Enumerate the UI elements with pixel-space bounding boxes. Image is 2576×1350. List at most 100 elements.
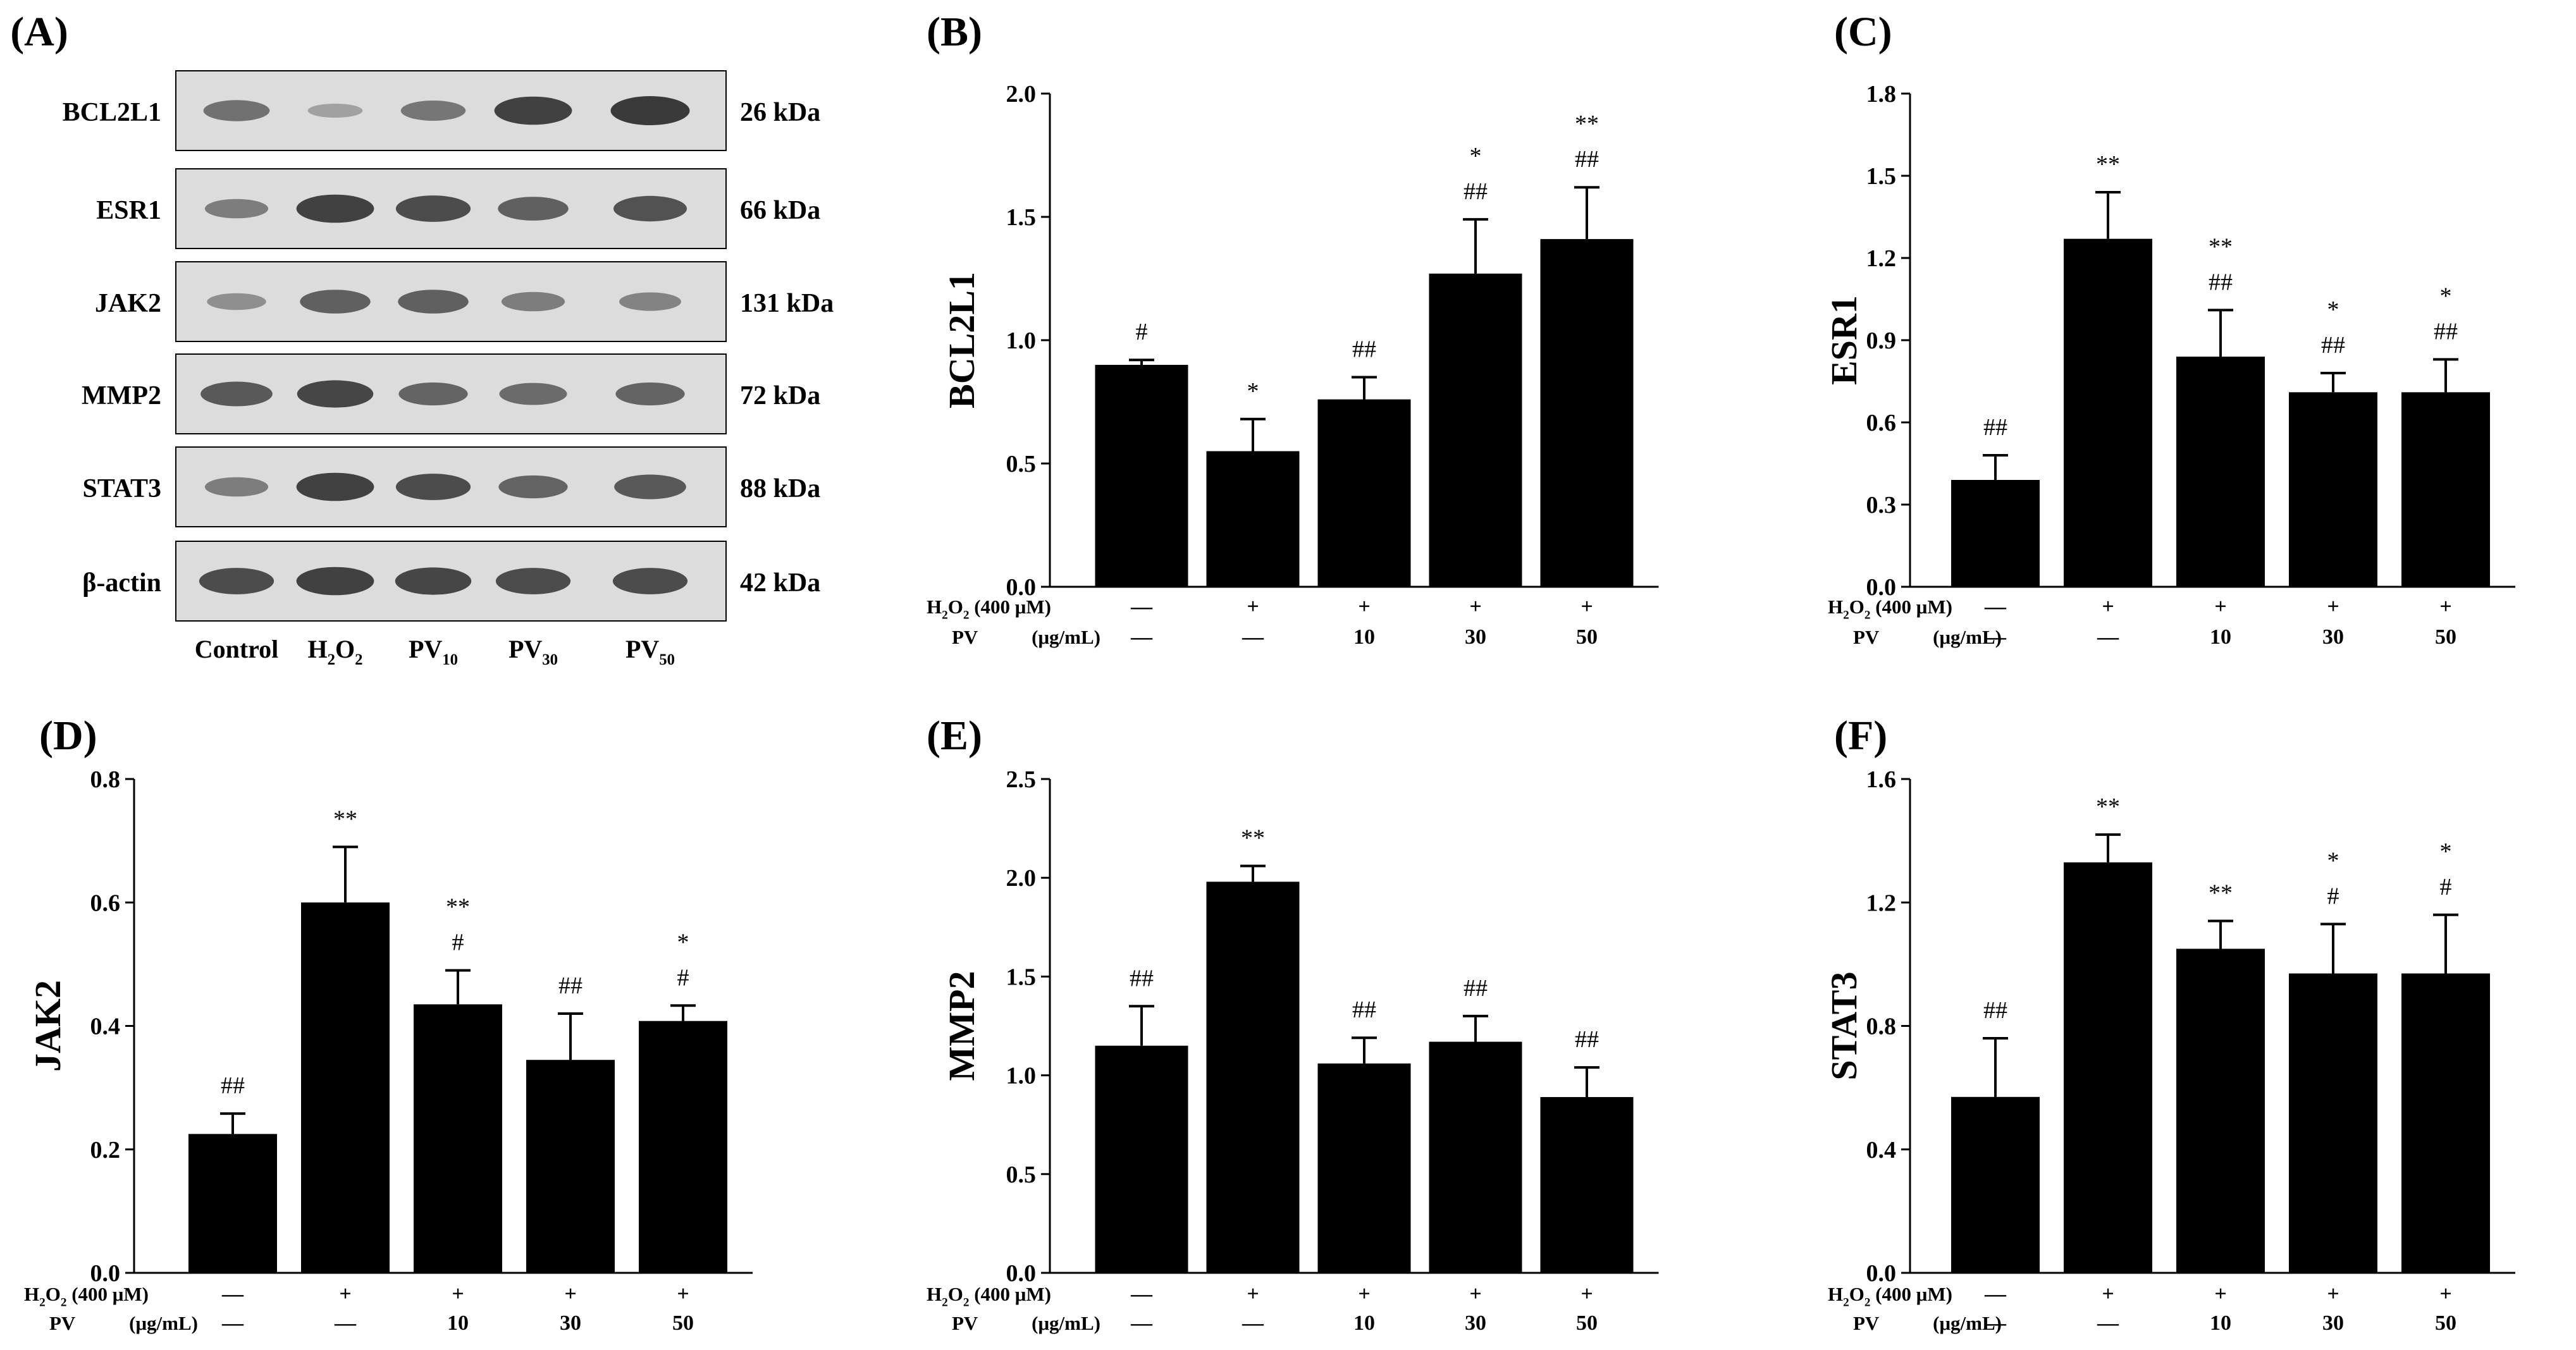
sig-label: ## (1575, 1026, 1599, 1053)
blot-row: JAK2 131 kDa (95, 261, 834, 342)
pv-cell: 30 (1465, 625, 1486, 649)
pv-cell: — (334, 1311, 357, 1335)
h2o2-cell: — (221, 1282, 244, 1306)
blot-band (498, 197, 569, 221)
pv-units-label: (μg/mL) (1933, 1312, 2002, 1334)
blot-band (499, 383, 567, 405)
y-tick-label: 1.5 (1866, 163, 1897, 190)
bar (2401, 973, 2490, 1273)
h2o2-row-label-part: 2 (61, 1296, 67, 1310)
blot-band (619, 292, 681, 311)
h2o2-cell: + (564, 1282, 576, 1306)
sig-label: ** (2096, 794, 2120, 820)
panel-letter: (E) (927, 713, 982, 759)
bar (1951, 480, 2040, 587)
h2o2-row-label-part: 2 (39, 1296, 46, 1310)
sig-label: ## (1352, 997, 1376, 1023)
protein-label: ESR1 (96, 196, 161, 225)
bar (639, 1021, 727, 1273)
y-tick-label: 0.5 (1006, 451, 1037, 477)
panel-letter: (B) (927, 9, 982, 55)
bar (1317, 1063, 1411, 1273)
sig-label: * (677, 929, 689, 955)
sig-label: * (2327, 847, 2339, 874)
chart-panel: (E) 0.0 0.5 1.0 1.5 2.0 2.5 MMP2 ## ** ## ## ## H2O2 … (927, 713, 1659, 1335)
pv-row-label: PV (49, 1312, 76, 1334)
y-axis-label: ESR1 (1823, 295, 1864, 385)
blot-row: MMP2 72 kDa (82, 353, 820, 434)
bar (188, 1134, 277, 1273)
y-axis-label: JAK2 (27, 980, 68, 1072)
chart-panel: (C) 0.0 0.3 0.6 0.9 1.2 1.5 1.8 ESR1 ## ** ## ** ## * #… (1823, 9, 2515, 649)
h2o2-cell: + (2327, 1282, 2339, 1306)
h2o2-row-label-part: 2 (942, 1296, 948, 1310)
y-axis-label: MMP2 (941, 971, 982, 1081)
sig-label: * (2327, 297, 2339, 323)
h2o2-cell: — (1984, 1282, 2007, 1306)
sig-label: ## (2209, 269, 2233, 295)
blot-band (498, 475, 568, 499)
panel-a-letter: (A) (10, 9, 68, 55)
pv-cell: 10 (1353, 625, 1375, 649)
y-tick-label: 0.4 (1866, 1137, 1897, 1163)
blot-band (615, 382, 685, 406)
pv-cell: 10 (2210, 1311, 2231, 1335)
pv-cell: — (1130, 1311, 1153, 1335)
pv-cell: 50 (2435, 625, 2456, 649)
h2o2-cell: + (1581, 595, 1593, 618)
y-tick-label: 2.0 (1006, 81, 1037, 107)
sig-label: ** (2209, 880, 2233, 907)
pv-cell: 50 (2435, 1311, 2456, 1335)
h2o2-row-label-part: 2 (1843, 609, 1849, 622)
sig-label: # (2327, 883, 2339, 909)
h2o2-cell: — (1130, 1282, 1153, 1306)
blot-band (610, 96, 690, 125)
lane-label-part: 30 (542, 651, 558, 668)
bar (1095, 1045, 1188, 1273)
h2o2-cell: + (2327, 595, 2339, 618)
bar (2289, 973, 2377, 1273)
y-tick-label: 2.5 (1006, 766, 1037, 793)
y-tick-label: 0.4 (90, 1014, 121, 1040)
y-tick-label: 0.9 (1866, 328, 1897, 354)
h2o2-cell: + (2214, 595, 2226, 618)
h2o2-cell: + (1358, 1282, 1370, 1306)
protein-label: β-actin (82, 568, 161, 598)
h2o2-cell: + (2439, 595, 2451, 618)
pv-cell: 30 (2322, 1311, 2344, 1335)
blot-band (612, 568, 688, 594)
pv-cell: 10 (2210, 625, 2231, 649)
pv-cell: 30 (560, 1311, 581, 1335)
y-axis-label: STAT3 (1823, 972, 1864, 1081)
h2o2-row-label-part: O (948, 596, 963, 618)
h2o2-row-label: H2O2 (400 μM) (927, 596, 1051, 622)
y-tick-label: 0.0 (1006, 1260, 1037, 1287)
h2o2-cell: + (2102, 1282, 2114, 1306)
pv-row-label: PV (952, 1312, 978, 1334)
sig-label: ## (2434, 318, 2458, 345)
y-tick-label: 1.5 (1006, 964, 1037, 990)
sig-label: ## (1983, 414, 2007, 441)
kda-label: 42 kDa (740, 568, 820, 598)
sig-label: * (1470, 143, 1482, 169)
y-tick-label: 0.0 (1866, 1260, 1897, 1287)
sig-label: ** (2209, 233, 2233, 260)
y-tick-label: 0.8 (1866, 1014, 1897, 1040)
blot-band (501, 291, 565, 312)
y-tick-label: 0.2 (90, 1137, 121, 1163)
h2o2-row-label-part: H (1828, 596, 1843, 618)
h2o2-row-label-part: 2 (963, 1296, 970, 1310)
h2o2-cell: + (2102, 595, 2114, 618)
lane-label: H2O2 (307, 635, 362, 668)
sig-label: * (2440, 283, 2452, 309)
lane-label-part: 10 (442, 651, 458, 668)
y-tick-label: 0.6 (90, 890, 121, 916)
bar (1429, 273, 1522, 587)
h2o2-cell: + (2214, 1282, 2226, 1306)
blot-band (207, 293, 266, 310)
blot-band (203, 100, 270, 121)
lane-label-part: O (335, 635, 355, 663)
panel-a: (A) BCL2L1 26 kDa ESR1 66 kDa JAK2 131 kDa MMP2… (10, 9, 834, 668)
sig-label: * (2440, 838, 2452, 865)
